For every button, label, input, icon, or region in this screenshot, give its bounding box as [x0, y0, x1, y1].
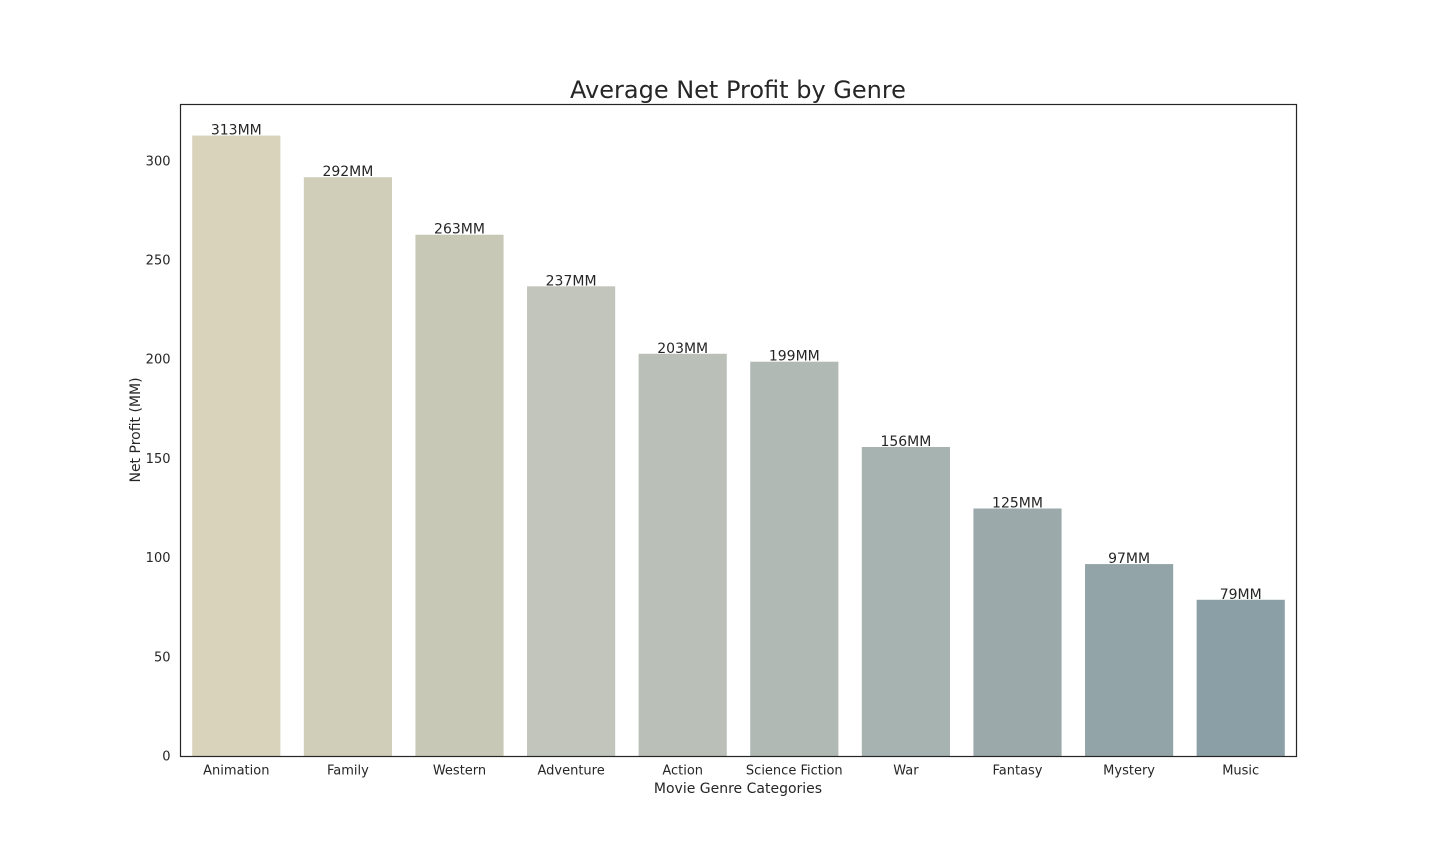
chart-title: Average Net Profit by Genre [570, 76, 906, 104]
x-tick-label: Action [662, 764, 703, 779]
data-label: 156MM [880, 434, 931, 450]
x-axis-ticks: Animation Family Western Adventure Action Sci… [203, 764, 1259, 779]
plot-frame [179, 103, 1298, 758]
bar-western [415, 234, 504, 757]
y-tick-label: 0 [162, 750, 170, 765]
bar-war [861, 447, 950, 757]
x-tick-label: Music [1222, 764, 1259, 779]
data-label: 199MM [769, 349, 820, 365]
bar-fantasy [973, 508, 1062, 757]
x-tick-label: Science Fiction [746, 764, 843, 779]
y-tick-label: 300 [146, 154, 171, 169]
y-tick-label: 50 [154, 650, 171, 665]
x-tick-label: Mystery [1103, 764, 1155, 779]
y-tick-label: 100 [146, 551, 171, 566]
data-label: 203MM [657, 341, 708, 357]
data-label: 292MM [322, 164, 373, 180]
bar-mystery [1085, 564, 1174, 757]
bars-group [192, 135, 1285, 757]
data-label: 125MM [992, 496, 1043, 512]
x-tick-label: Western [433, 764, 486, 779]
data-labels-group: 313MM 292MM 263MM 237MM 203MM 199MM 156MM 125MM… [211, 123, 1262, 603]
bar-family [303, 177, 392, 757]
y-tick-label: 150 [146, 452, 171, 467]
data-label: 79MM [1220, 587, 1262, 603]
y-axis-label: Net Profit (MM) [128, 377, 144, 482]
x-tick-label: Fantasy [992, 764, 1042, 779]
bar-music [1196, 599, 1285, 757]
bar-action [638, 353, 727, 757]
data-label: 263MM [434, 222, 485, 238]
data-label: 97MM [1108, 551, 1150, 567]
x-tick-label: Family [327, 764, 369, 779]
y-tick-label: 200 [146, 353, 171, 368]
bar-animation [192, 135, 281, 757]
x-tick-label: Animation [203, 764, 269, 779]
x-axis-label: Movie Genre Categories [654, 781, 822, 797]
x-tick-label: Adventure [537, 764, 604, 779]
y-tick-label: 250 [146, 254, 171, 269]
data-label: 313MM [211, 123, 262, 139]
y-axis-ticks: 0 50 100 150 200 250 300 [146, 154, 171, 764]
data-label: 237MM [546, 273, 597, 289]
bar-adventure [527, 286, 616, 757]
x-tick-label: War [893, 764, 919, 779]
bar-science-fiction [750, 361, 839, 757]
